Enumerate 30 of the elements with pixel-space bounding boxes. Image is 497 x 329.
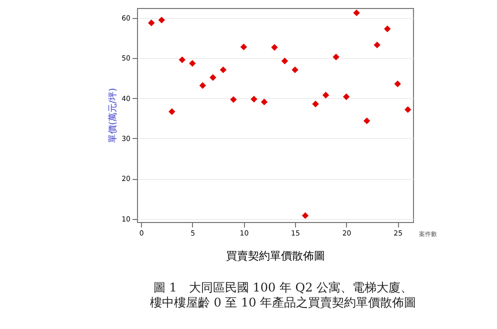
caption: 圖 1 大同區民國 100 年 Q2 公寓、電梯大廈、 (153, 280, 413, 294)
point (342, 93, 350, 100)
point (384, 26, 391, 32)
point (404, 106, 412, 113)
point (271, 44, 278, 51)
point (322, 92, 330, 98)
point (178, 56, 186, 64)
point (168, 108, 176, 115)
point (240, 44, 248, 50)
point (353, 9, 360, 16)
point (312, 100, 319, 108)
point (292, 66, 298, 74)
point (374, 42, 380, 48)
point (230, 96, 237, 103)
point (210, 74, 216, 81)
x-axis-title: 買賣契約單價散佈圖 (226, 250, 325, 262)
point (158, 16, 165, 24)
point (363, 117, 370, 124)
point (281, 58, 288, 64)
point (250, 96, 258, 102)
point (148, 20, 155, 26)
point (332, 54, 340, 60)
text: 樓中樓屋齡 0 至 10 年產品之買賣契約單價散佈圖 (150, 296, 416, 310)
point (260, 98, 268, 106)
point (220, 66, 227, 74)
point (394, 80, 401, 88)
point (189, 60, 196, 67)
point (199, 82, 206, 89)
y-axis-title: 單價(萬元/坪) (108, 88, 119, 144)
point (302, 212, 309, 219)
